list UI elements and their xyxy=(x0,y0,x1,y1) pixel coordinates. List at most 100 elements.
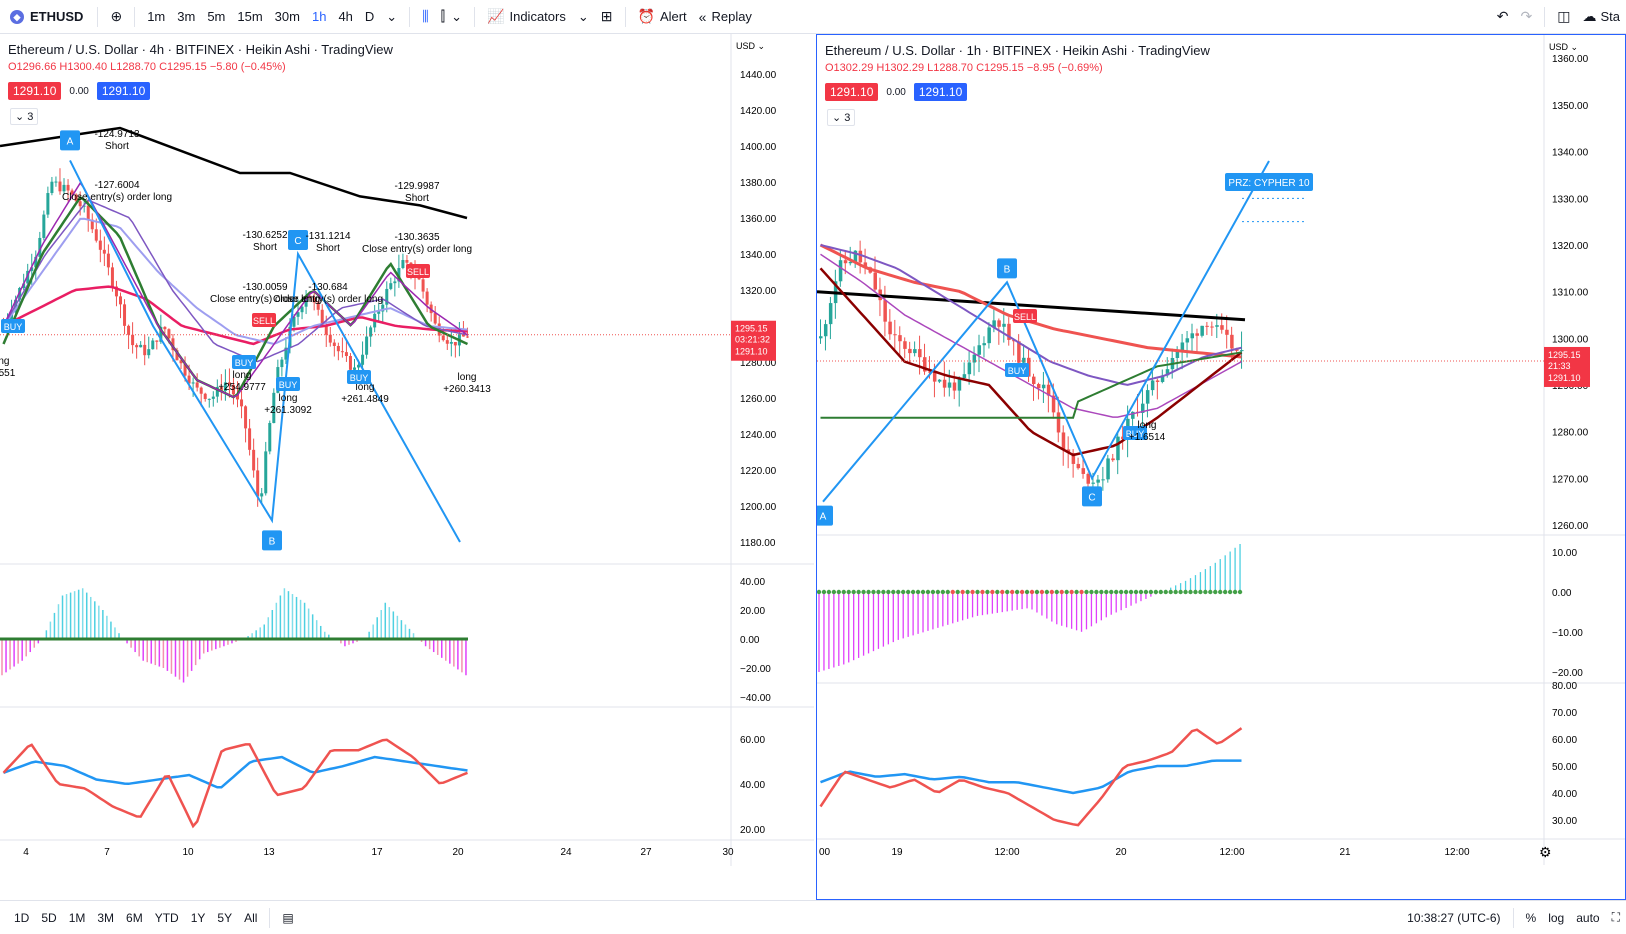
macd-zero-dot xyxy=(1084,589,1089,595)
macd-zero-dot xyxy=(1099,589,1104,595)
candle-body xyxy=(1175,351,1180,358)
price-tick-label: 1270.00 xyxy=(1552,474,1589,485)
range-1y[interactable]: 1Y xyxy=(190,910,206,925)
candle-body xyxy=(353,367,356,370)
replay-button[interactable]: « Replay xyxy=(693,0,758,33)
macd-zero-dot xyxy=(881,589,886,595)
bars-style-button[interactable]: ⫼ xyxy=(416,0,434,33)
macd-zero-dot xyxy=(935,589,941,595)
candle-body xyxy=(183,363,187,376)
candle-body xyxy=(70,190,74,195)
candle-body xyxy=(256,470,260,497)
auto-toggle[interactable]: auto xyxy=(1576,910,1600,925)
candle-body xyxy=(264,451,268,494)
time-tick-label: 12:00 xyxy=(994,847,1019,858)
candle-body xyxy=(167,329,171,339)
range-5y[interactable]: 5Y xyxy=(217,910,233,925)
candle-body xyxy=(425,291,429,305)
candle-body xyxy=(1081,468,1086,474)
interval-1h[interactable]: 1h xyxy=(311,9,327,24)
candle-body xyxy=(300,306,304,313)
interval-5m[interactable]: 5m xyxy=(207,9,226,24)
time-tick-label: 21 xyxy=(1339,847,1351,858)
interval-15m[interactable]: 15m xyxy=(237,9,263,24)
interval-3m[interactable]: 3m xyxy=(177,9,196,24)
indicators-collapse-button[interactable]: ⌄ 3 xyxy=(827,109,856,126)
right-chart-canvas[interactable]: USD ⌄ 1360.00 1350.00 1340.00 1330.00 1320.00… xyxy=(817,35,1625,899)
range-1d[interactable]: 1D xyxy=(14,910,30,925)
alert-button[interactable]: ⏰ Alert xyxy=(632,0,693,33)
price-tick-label: 1380.00 xyxy=(740,178,777,189)
trade-annotation-label: +261.3092 xyxy=(264,405,312,416)
save-cloud-button[interactable]: ☁ Sta xyxy=(1576,0,1626,33)
signal-badge xyxy=(347,370,371,384)
left-chart-pane[interactable]: USD ⌄ 1440.00 1420.00 1400.00 1380.00 1360.00… xyxy=(0,34,814,900)
undo-button[interactable]: ↶ xyxy=(1491,0,1515,33)
macd-zero-dot xyxy=(915,589,921,595)
candle-body xyxy=(272,392,276,424)
chevron-down-icon: ⌄ xyxy=(577,8,589,24)
signal-badge xyxy=(406,264,430,278)
candle-body xyxy=(465,336,469,338)
candle-body xyxy=(453,342,457,346)
goto-date-button[interactable]: ▤ xyxy=(276,901,299,934)
candle-body xyxy=(441,335,445,341)
range-6m[interactable]: 6M xyxy=(126,910,143,925)
candle-body xyxy=(1096,479,1100,483)
interval-1m[interactable]: 1m xyxy=(147,9,166,24)
countdown-text: 03:21:32 xyxy=(735,335,770,345)
rsi-tick-label: 30.00 xyxy=(1552,816,1577,827)
redo-button[interactable]: ↷ xyxy=(1515,0,1539,33)
compare-add-button[interactable]: ⊕ xyxy=(104,0,128,33)
range-all[interactable]: All xyxy=(244,910,258,925)
candle-body xyxy=(1091,482,1095,484)
trade-annotation-value: long xyxy=(1138,420,1157,431)
left-chart-canvas[interactable]: USD ⌄1440.001420.001400.001380.001360.00… xyxy=(0,34,814,900)
candle-body xyxy=(957,378,962,391)
candle-body xyxy=(1200,325,1204,336)
range-3m[interactable]: 3M xyxy=(97,910,115,925)
buy-price-badge[interactable]: 1291.10 xyxy=(96,82,151,100)
chart-type-button[interactable]: ⫿ ⌄ xyxy=(435,0,468,33)
range-5d[interactable]: 5D xyxy=(41,910,57,925)
price-tick-label: 1180.00 xyxy=(740,538,776,549)
clock-timezone[interactable]: 10:38:27 (UTC-6) xyxy=(1407,910,1501,925)
sell-price-badge[interactable]: 1291.10 xyxy=(8,82,62,100)
fullscreen-button[interactable]: ⛶ xyxy=(1606,901,1626,934)
candle-body xyxy=(147,349,151,356)
layout-button[interactable]: ◫ xyxy=(1551,0,1576,33)
harmonic-pattern-line xyxy=(69,159,461,543)
indicators-collapse-button[interactable]: ⌄ 3 xyxy=(10,108,39,125)
interval-d[interactable]: D xyxy=(364,9,375,24)
macd-zero-dot xyxy=(1039,589,1045,595)
macd-zero-dot xyxy=(831,589,837,595)
interval-4h[interactable]: 4h xyxy=(338,9,353,24)
range-ytd[interactable]: YTD xyxy=(154,910,179,925)
percent-toggle[interactable]: % xyxy=(1525,910,1537,925)
right-chart-pane[interactable]: USD ⌄ 1360.00 1350.00 1340.00 1330.00 1320.00… xyxy=(816,34,1626,900)
right-trade-badges: 1291.10 0.00 1291.10 xyxy=(825,83,968,101)
range-1m[interactable]: 1M xyxy=(68,910,86,925)
interval-dropdown[interactable]: ⌄ xyxy=(380,0,403,33)
candle-body xyxy=(888,321,892,335)
macd-tick-label: −40.00 xyxy=(740,693,771,704)
buy-price-badge[interactable]: 1291.10 xyxy=(913,83,968,101)
macd-zero-dot xyxy=(1009,589,1015,595)
candle-body xyxy=(987,327,991,344)
price-tick-label: 1320.00 xyxy=(740,286,777,297)
pattern-point-label: A xyxy=(820,512,827,523)
candle-body xyxy=(843,260,848,264)
symbol-search[interactable]: ◆ ETHUSD xyxy=(0,0,91,33)
sell-price-badge[interactable]: 1291.10 xyxy=(825,83,879,101)
macd-zero-dot xyxy=(930,589,936,595)
macd-zero-dot xyxy=(1153,589,1159,595)
templates-button[interactable]: ⊞ xyxy=(595,0,619,33)
interval-30m[interactable]: 30m xyxy=(274,9,300,24)
current-price-label xyxy=(731,320,776,361)
candle-body xyxy=(992,320,996,328)
candle-body xyxy=(823,324,828,337)
log-toggle[interactable]: log xyxy=(1548,910,1565,925)
indicators-button[interactable]: 📈 Indicators ⌄ xyxy=(481,0,595,33)
chevron-down-icon: ⌄ xyxy=(451,8,463,24)
candle-body xyxy=(155,340,159,342)
